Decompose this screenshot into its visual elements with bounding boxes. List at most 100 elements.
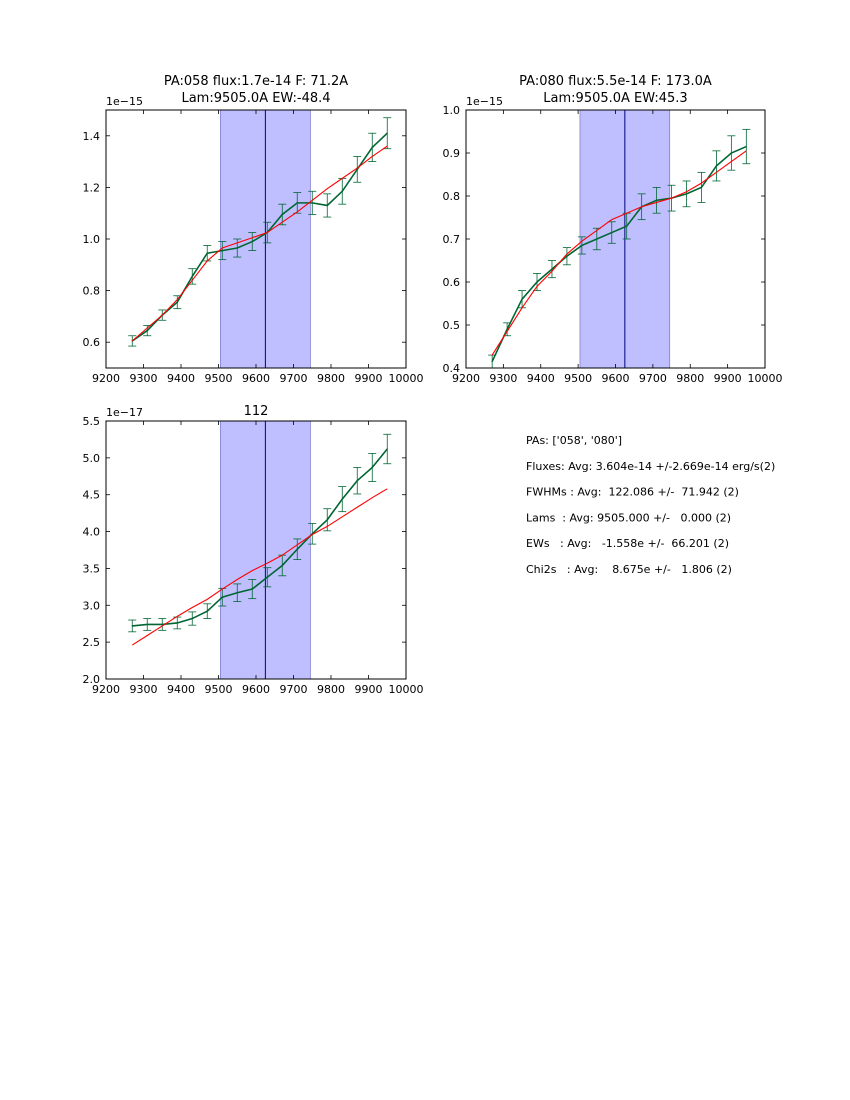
data-point	[251, 240, 253, 243]
chart-title-line: PA:080 flux:5.5e-14 F: 173.0A	[519, 74, 712, 89]
data-point	[176, 622, 178, 624]
axis-offset-label: 1e−15	[106, 95, 143, 108]
x-tick-label: 9800	[317, 372, 345, 385]
error-bar	[203, 603, 212, 619]
data-point	[326, 204, 328, 207]
data-point	[311, 202, 313, 204]
y-tick-label: 2.0	[83, 673, 101, 686]
x-tick-label: 9300	[489, 372, 517, 385]
x-tick-label: 10000	[389, 372, 424, 385]
series-line-fit	[131, 145, 388, 342]
data-point	[146, 329, 148, 332]
summary-line: EWs : Avg: -1.558e +/- 66.201 (2)	[526, 537, 729, 550]
data-point	[536, 281, 538, 283]
x-tick-label: 9200	[452, 372, 480, 385]
x-tick-label: 9600	[242, 683, 270, 696]
y-tick-label: 0.8	[83, 285, 101, 298]
series-line-data	[131, 132, 388, 342]
y-tick-label: 0.4	[443, 362, 461, 375]
data-point	[266, 576, 268, 578]
x-tick-label: 10000	[748, 372, 783, 385]
y-tick-label: 1.0	[83, 233, 101, 246]
summary-line: PAs: ['058', '080']	[526, 434, 622, 447]
y-tick-label: 4.0	[83, 526, 101, 539]
x-tick-label: 9700	[280, 683, 308, 696]
series-line-fit	[131, 488, 388, 646]
y-tick-label: 5.0	[83, 452, 101, 465]
error-bar	[173, 616, 182, 630]
error-bar	[323, 193, 332, 218]
y-tick-label: 0.7	[443, 233, 461, 246]
data-point	[296, 548, 298, 550]
data-point	[146, 623, 148, 626]
x-tick-label: 9500	[564, 372, 592, 385]
x-tick-label: 9900	[355, 683, 383, 696]
error-bar	[353, 156, 362, 183]
data-point	[221, 250, 223, 252]
data-point	[491, 360, 493, 363]
data-point	[626, 225, 628, 227]
x-tick-label: 9800	[676, 372, 704, 385]
error-bar	[128, 619, 137, 633]
error-bar	[562, 247, 571, 266]
chart-panel-2: 9200 9300 9400 9500 9600 9700 9800 9900 10000 0.4…	[443, 74, 783, 385]
data-point	[356, 168, 358, 170]
y-tick-label: 0.6	[83, 336, 101, 349]
y-tick-label: 1.0	[443, 104, 461, 117]
error-bar	[652, 186, 661, 214]
data-point	[161, 623, 163, 626]
error-bar	[233, 583, 242, 602]
x-tick-label: 9200	[92, 683, 120, 696]
y-tick-label: 0.8	[443, 190, 461, 203]
data-point	[341, 498, 343, 500]
error-bar	[278, 203, 287, 226]
data-point	[206, 610, 208, 612]
data-point	[176, 301, 178, 303]
data-point	[596, 238, 598, 240]
y-tick-label: 0.5	[443, 319, 461, 332]
data-point	[356, 480, 358, 482]
error-bar	[143, 618, 152, 631]
data-point	[191, 275, 193, 278]
data-point	[251, 588, 253, 590]
data-point	[521, 298, 523, 300]
data-point	[206, 252, 208, 254]
data-point	[341, 190, 343, 192]
summary-line: Fluxes: Avg: 3.604e-14 +/-2.669e-14 erg/…	[526, 460, 775, 473]
chart-panel-1: 9200 9300 9400 9500 9600 9700 9800 9900 10000 0.6…	[83, 74, 424, 385]
error-bar	[547, 260, 556, 279]
error-bar	[233, 238, 242, 258]
data-point	[131, 625, 133, 627]
chart-title-line: Lam:9505.0A EW:45.3	[543, 91, 687, 106]
error-bar	[323, 508, 332, 532]
data-point	[191, 617, 193, 620]
y-tick-label: 3.0	[83, 599, 101, 612]
data-point	[700, 186, 703, 188]
chart-panel-3: 9200 9300 9400 9500 9600 9700 9800 9900 10000 2.0…	[83, 404, 424, 696]
data-point	[551, 268, 553, 270]
summary-line: FWHMs : Avg: 122.086 +/- 71.942 (2)	[526, 486, 739, 499]
data-point	[281, 564, 283, 567]
x-tick-label: 9600	[242, 372, 270, 385]
error-bar	[383, 433, 392, 465]
error-bar	[368, 132, 377, 163]
data-point	[296, 202, 298, 204]
data-point	[715, 165, 718, 167]
x-tick-label: 9900	[355, 372, 383, 385]
data-point	[506, 328, 508, 330]
x-tick-label: 9800	[317, 683, 345, 696]
error-bar	[308, 190, 317, 215]
error-bar	[338, 486, 347, 513]
axis-offset-label: 1e−15	[466, 95, 503, 108]
error-bar	[712, 150, 721, 182]
error-bar	[383, 117, 392, 150]
error-bar	[158, 618, 167, 631]
data-point	[236, 592, 238, 594]
summary-line: Lams : Avg: 9505.000 +/- 0.000 (2)	[526, 511, 731, 524]
error-bar	[308, 523, 317, 545]
series-line-fit	[491, 150, 747, 356]
error-bar	[293, 538, 302, 560]
error-bar	[248, 579, 257, 600]
x-tick-label: 9500	[205, 683, 233, 696]
